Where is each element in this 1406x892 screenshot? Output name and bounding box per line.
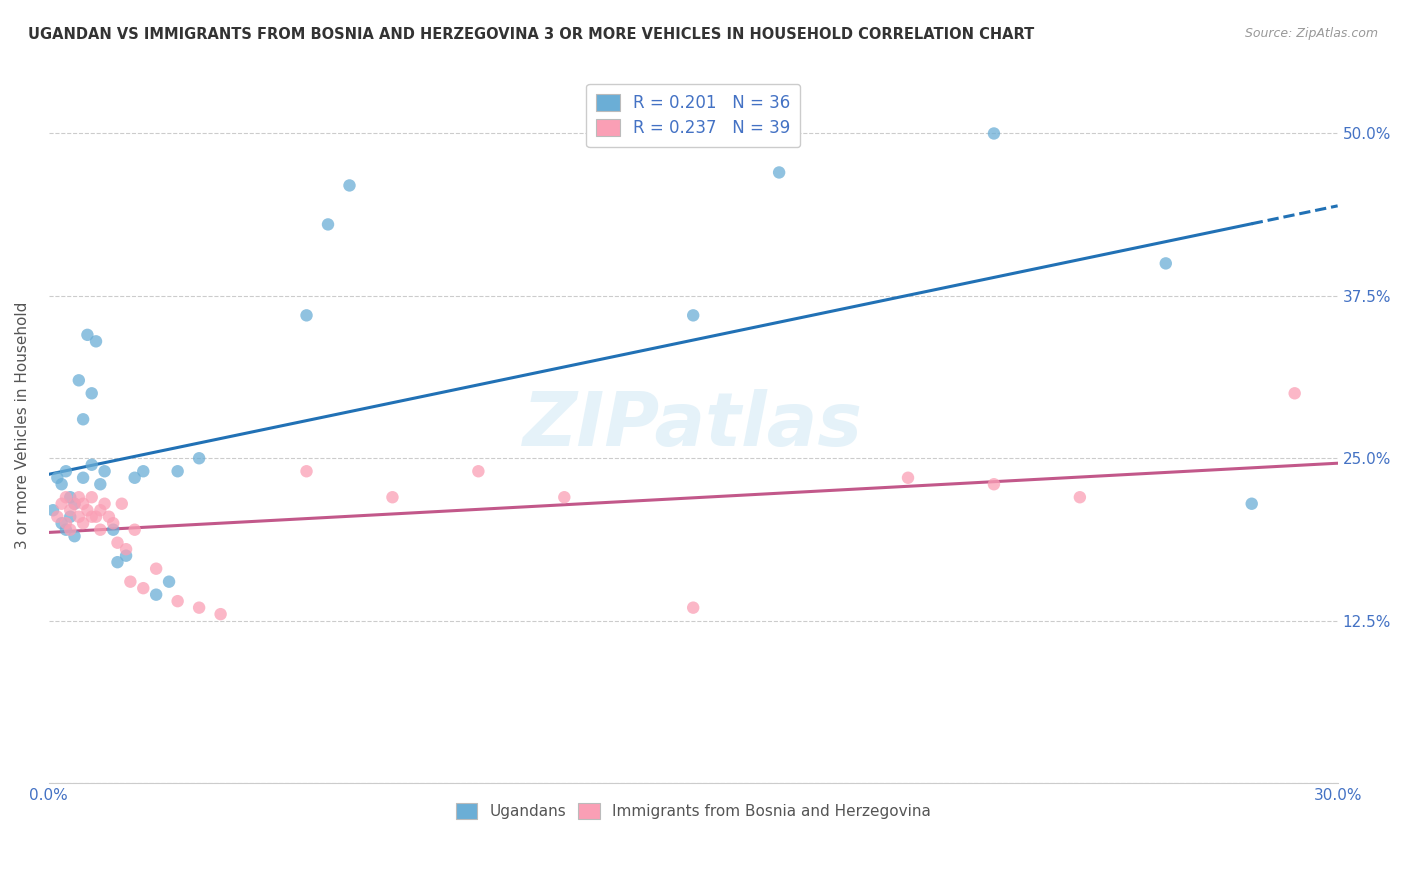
- Legend: Ugandans, Immigrants from Bosnia and Herzegovina: Ugandans, Immigrants from Bosnia and Her…: [450, 797, 936, 825]
- Point: [295, 309, 318, 323]
- Point: [55, 490, 77, 504]
- Point: [983, 477, 1005, 491]
- Point: [157, 574, 180, 589]
- Point: [97, 509, 120, 524]
- Point: [682, 600, 704, 615]
- Point: [80, 490, 103, 504]
- Point: [1284, 386, 1306, 401]
- Point: [59, 503, 82, 517]
- Point: [1069, 490, 1091, 504]
- Point: [295, 464, 318, 478]
- Point: [76, 327, 98, 342]
- Point: [682, 309, 704, 323]
- Point: [316, 218, 339, 232]
- Point: [93, 497, 115, 511]
- Point: [103, 516, 125, 531]
- Point: [89, 503, 111, 517]
- Point: [107, 555, 129, 569]
- Point: [188, 600, 211, 615]
- Point: [89, 477, 111, 491]
- Point: [42, 503, 65, 517]
- Point: [63, 497, 86, 511]
- Point: [553, 490, 575, 504]
- Text: Source: ZipAtlas.com: Source: ZipAtlas.com: [1244, 27, 1378, 40]
- Point: [145, 562, 167, 576]
- Point: [51, 477, 73, 491]
- Point: [63, 497, 86, 511]
- Point: [67, 509, 90, 524]
- Point: [93, 464, 115, 478]
- Point: [76, 503, 98, 517]
- Point: [55, 464, 77, 478]
- Point: [107, 535, 129, 549]
- Point: [381, 490, 404, 504]
- Point: [55, 516, 77, 531]
- Point: [115, 542, 138, 557]
- Point: [897, 471, 920, 485]
- Point: [84, 509, 107, 524]
- Point: [59, 490, 82, 504]
- Point: [339, 178, 361, 193]
- Point: [59, 509, 82, 524]
- Y-axis label: 3 or more Vehicles in Household: 3 or more Vehicles in Household: [15, 302, 30, 549]
- Point: [72, 412, 94, 426]
- Text: UGANDAN VS IMMIGRANTS FROM BOSNIA AND HERZEGOVINA 3 OR MORE VEHICLES IN HOUSEHOL: UGANDAN VS IMMIGRANTS FROM BOSNIA AND HE…: [28, 27, 1035, 42]
- Point: [46, 471, 69, 485]
- Point: [89, 523, 111, 537]
- Text: ZIPatlas: ZIPatlas: [523, 389, 863, 462]
- Point: [80, 458, 103, 472]
- Point: [132, 464, 155, 478]
- Point: [132, 581, 155, 595]
- Point: [124, 471, 146, 485]
- Point: [166, 464, 188, 478]
- Point: [209, 607, 232, 622]
- Point: [111, 497, 134, 511]
- Point: [80, 386, 103, 401]
- Point: [188, 451, 211, 466]
- Point: [124, 523, 146, 537]
- Point: [120, 574, 142, 589]
- Point: [467, 464, 489, 478]
- Point: [51, 497, 73, 511]
- Point: [768, 165, 790, 179]
- Point: [67, 373, 90, 387]
- Point: [166, 594, 188, 608]
- Point: [46, 509, 69, 524]
- Point: [115, 549, 138, 563]
- Point: [103, 523, 125, 537]
- Point: [983, 127, 1005, 141]
- Point: [145, 588, 167, 602]
- Point: [80, 509, 103, 524]
- Point: [84, 334, 107, 349]
- Point: [59, 523, 82, 537]
- Point: [63, 529, 86, 543]
- Point: [72, 497, 94, 511]
- Point: [1154, 256, 1177, 270]
- Point: [51, 516, 73, 531]
- Point: [67, 490, 90, 504]
- Point: [72, 516, 94, 531]
- Point: [72, 471, 94, 485]
- Point: [1240, 497, 1263, 511]
- Point: [55, 523, 77, 537]
